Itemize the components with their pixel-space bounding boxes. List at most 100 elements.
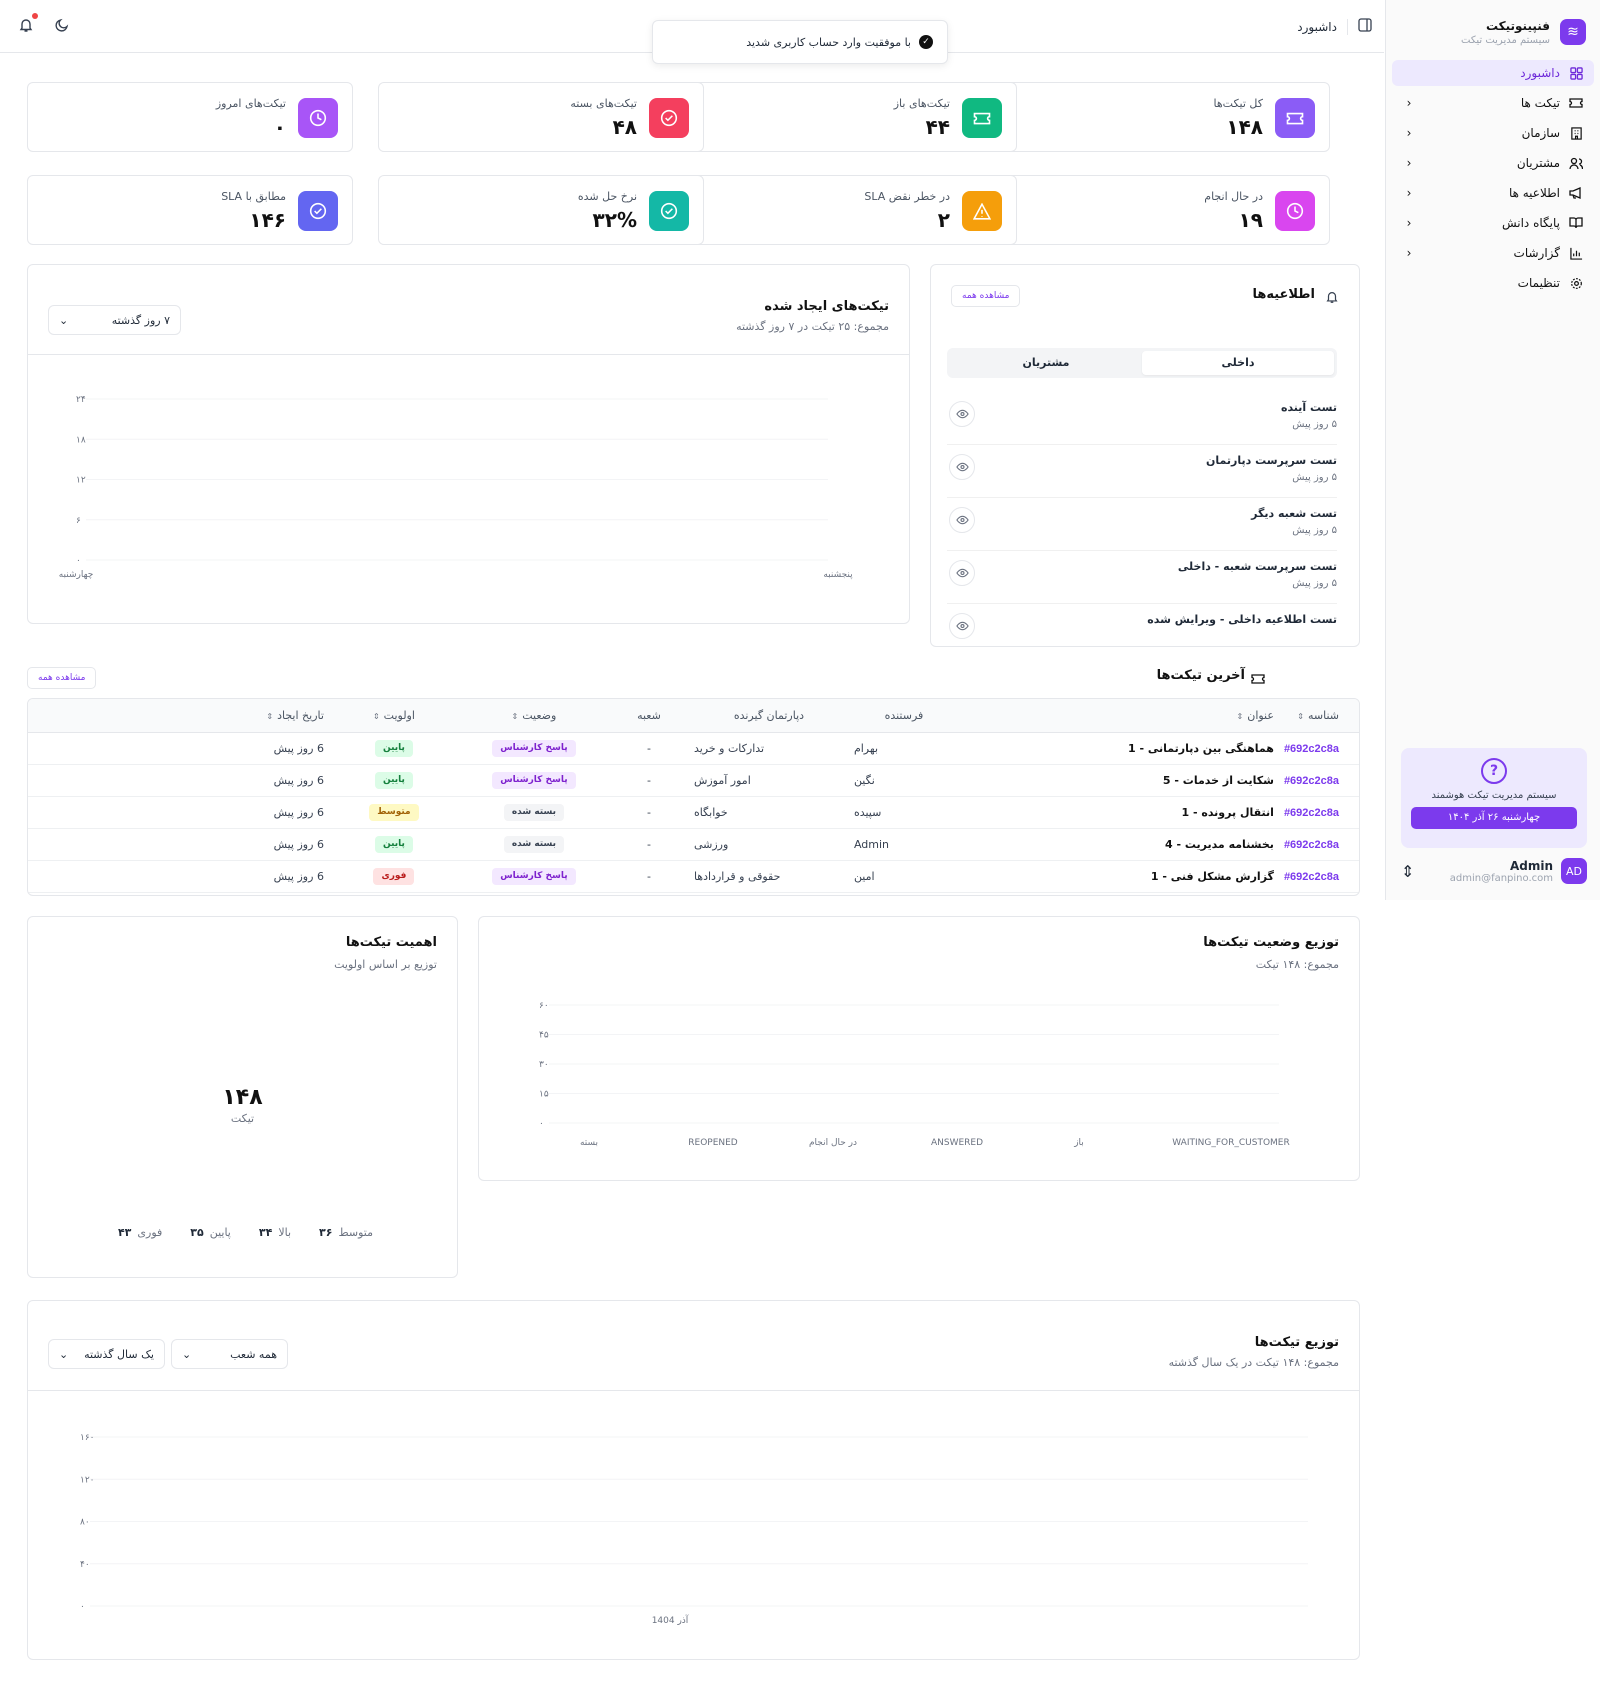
ticket-id-link[interactable]: #692c2c8a: [1283, 838, 1339, 851]
cell-date: 6 روز پیش: [273, 869, 324, 883]
stat-card[interactable]: تیکت‌های باز ۴۴: [691, 82, 1017, 152]
sidebar-item-dashboard[interactable]: داشبورد: [1392, 60, 1594, 86]
chevron-left-icon[interactable]: ‹: [1406, 186, 1412, 200]
cell-sender: امین: [853, 869, 875, 883]
status-badge: پاسخ کارشناس: [492, 867, 576, 885]
table-row[interactable]: #692c2c8a شکایت از خدمات - 5 نگین امور آموز…: [28, 764, 1359, 797]
sidebar-item-organization[interactable]: سازمان ‹: [1392, 120, 1594, 146]
chevron-updown-icon[interactable]: ⇕: [1401, 861, 1415, 881]
table-row[interactable]: #692c2c8a گزارش مشکل فنی - 1 امین حقوقی و ق…: [28, 860, 1359, 893]
tab-customers[interactable]: مشتریان: [1022, 356, 1070, 369]
brand[interactable]: ≋ فنپینوتیکت سیستم مدیریت تیکت: [1386, 0, 1600, 52]
stat-card[interactable]: در خطر نقض SLA ۲: [691, 175, 1017, 245]
eye-icon[interactable]: [949, 560, 975, 586]
user-menu[interactable]: AD Admin admin@fanpino.com ⇕: [1401, 858, 1587, 884]
sidebar-item-reports[interactable]: گزارشات ‹: [1392, 240, 1594, 266]
list-item[interactable]: تست اطلاعیه داخلی - ویرایش شده: [947, 605, 1337, 646]
eye-icon[interactable]: [949, 507, 975, 533]
legend-value: ۳۴: [258, 1226, 273, 1239]
table-cell: پاسخ کارشناس: [463, 860, 614, 893]
ticket-id-link[interactable]: #692c2c8a: [1283, 870, 1339, 883]
branch-select[interactable]: همه شعب ⌄: [171, 1339, 288, 1369]
sort-icon[interactable]: ⇕: [372, 711, 380, 721]
cell-dept: تدارکات و خرید: [693, 741, 765, 755]
sidebar-toggle-icon[interactable]: [1358, 18, 1372, 35]
eye-icon[interactable]: [949, 454, 975, 480]
cell-date: 6 روز پیش: [273, 773, 324, 787]
column-header[interactable]: عنوان⇕: [963, 699, 1284, 733]
sidebar-item-tickets[interactable]: تیکت ها ‹: [1392, 90, 1594, 116]
sort-icon[interactable]: ⇕: [511, 711, 519, 721]
chevron-left-icon[interactable]: ‹: [1406, 216, 1412, 230]
stat-card[interactable]: کل تیکت‌ها ۱۴۸: [1004, 82, 1330, 152]
list-item[interactable]: تست سرپرست دپارتمان ۵ روز پیش: [947, 446, 1337, 498]
bell-icon[interactable]: [18, 13, 38, 37]
period-select[interactable]: ۷ روز گذشته ⌄: [48, 305, 181, 335]
promo-text: سیستم مدیریت تیکت هوشمند: [1431, 790, 1557, 801]
announcements-view-all-button[interactable]: مشاهده همه: [951, 285, 1021, 307]
stat-label: تیکت‌های باز: [893, 97, 950, 110]
column-header[interactable]: اولویت⇕: [333, 699, 464, 733]
x-tick-label: REOPENED: [688, 1138, 738, 1148]
x-tick-label: بسته: [580, 1138, 598, 1148]
announcement-date: ۵ روز پیش: [1292, 419, 1337, 430]
column-header[interactable]: تاریخ ایجاد⇕: [28, 699, 334, 733]
sidebar-item-label: پایگاه دانش: [1501, 216, 1560, 230]
table-cell: پایین: [333, 764, 464, 797]
table-row[interactable]: #692c2c8a هماهنگی بین دپارتمانی - 1 بهرام ت…: [28, 732, 1359, 765]
chevron-left-icon[interactable]: ‹: [1406, 96, 1412, 110]
chevron-left-icon[interactable]: ‹: [1406, 246, 1412, 260]
list-item[interactable]: تست شعبه دیگر ۵ روز پیش: [947, 499, 1337, 551]
importance-title: اهمیت تیکت‌ها: [345, 935, 437, 950]
table-cell: بسته شده: [463, 828, 614, 861]
table-cell: امین: [853, 860, 964, 893]
stat-card[interactable]: مطابق با SLA ۱۴۶: [27, 175, 353, 245]
table-cell: 6 روز پیش: [28, 732, 334, 765]
period-select[interactable]: یک سال گذشته ⌄: [48, 1339, 165, 1369]
moon-icon[interactable]: [54, 17, 70, 37]
legend-value: ۳۵: [190, 1226, 204, 1239]
sidebar-item-customers[interactable]: مشتریان ‹: [1392, 150, 1594, 176]
breadcrumb[interactable]: داشبورد: [1297, 19, 1337, 34]
stat-label: تیکت‌های بسته: [570, 97, 637, 110]
sort-icon[interactable]: ⇕: [1236, 711, 1244, 721]
sidebar-item-announcements[interactable]: اطلاعیه ها ‹: [1392, 180, 1594, 206]
priority-badge: فوری: [373, 867, 415, 885]
eye-icon[interactable]: [949, 401, 975, 427]
megaphone-icon: [1568, 185, 1584, 201]
table-row[interactable]: #692c2c8a انتقال پرونده - 1 سپیده خوابگاه - ب…: [28, 796, 1359, 829]
sort-icon[interactable]: ⇕: [1297, 711, 1304, 721]
sort-icon[interactable]: ⇕: [266, 711, 274, 721]
latest-view-all-button[interactable]: مشاهده همه: [27, 667, 97, 689]
table-cell: انتقال پرونده - 1: [963, 796, 1284, 829]
ticket-id-link[interactable]: #692c2c8a: [1283, 742, 1339, 755]
tab-internal[interactable]: داخلی: [1142, 351, 1334, 375]
sidebar-item-knowledge-base[interactable]: پایگاه دانش ‹: [1392, 210, 1594, 236]
column-header-label: شعبه: [637, 708, 661, 722]
chevron-left-icon[interactable]: ‹: [1406, 126, 1412, 140]
cell-branch: -: [646, 805, 651, 819]
column-header[interactable]: شناسه⇕: [1283, 699, 1359, 733]
eye-icon[interactable]: [949, 613, 975, 639]
list-item[interactable]: تست آینده ۵ روز پیش: [947, 393, 1337, 445]
table-row[interactable]: #692c2c8a بخشنامه مدیریت - 4 Admin ورزشی - بس…: [28, 828, 1359, 861]
x-tick-label: WAITING_FOR_CUSTOMER: [1172, 1138, 1289, 1148]
divider: [28, 354, 909, 355]
ticket-id-link[interactable]: #692c2c8a: [1283, 774, 1339, 787]
brand-name: فنپینوتیکت: [1485, 18, 1550, 33]
stat-card[interactable]: نرخ حل شده ۳۲%: [378, 175, 704, 245]
chevron-left-icon[interactable]: ‹: [1406, 156, 1412, 170]
stat-card[interactable]: در حال انجام ۱۹: [1004, 175, 1330, 245]
stat-value: ۱۹: [1238, 208, 1263, 232]
list-item[interactable]: تست سرپرست شعبه - داخلی ۵ روز پیش: [947, 552, 1337, 604]
sidebar-item-settings[interactable]: تنظیمات: [1392, 270, 1594, 296]
created-tickets-card: تیکت‌های ایجاد شده مجموع: ۲۵ تیکت در ۷ ر…: [27, 264, 910, 624]
column-header[interactable]: وضعیت⇕: [463, 699, 614, 733]
stat-card[interactable]: تیکت‌های امروز ۰: [27, 82, 353, 152]
stat-value: ۴۸: [612, 115, 637, 139]
ticket-id-link[interactable]: #692c2c8a: [1283, 806, 1339, 819]
cell-dept: خوابگاه: [693, 805, 728, 819]
stat-card[interactable]: تیکت‌های بسته ۴۸: [378, 82, 704, 152]
y-tick-label: ۱۲: [76, 476, 86, 486]
announcements-card: اطلاعیه‌ها مشاهده همه داخلی مشتریان تست …: [930, 264, 1360, 647]
